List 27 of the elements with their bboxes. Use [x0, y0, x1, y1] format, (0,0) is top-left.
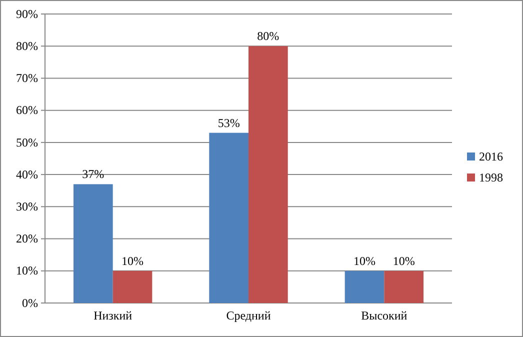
x-tick-label: Средний [226, 308, 272, 323]
data-label: 37% [82, 167, 104, 182]
bar [209, 132, 248, 303]
data-label: 53% [218, 116, 240, 130]
bar [384, 270, 424, 303]
data-label: 80% [257, 29, 280, 44]
x-tick-label: Высокий [361, 308, 408, 323]
y-tick-label: 40% [16, 167, 38, 182]
y-tick-label: 10% [16, 264, 38, 278]
y-tick-label: 0% [22, 296, 38, 310]
data-label: 10% [392, 254, 415, 268]
legend-label: 2016 [479, 150, 503, 164]
y-tick-label: 80% [16, 38, 38, 53]
data-label: 10% [122, 254, 144, 268]
x-tick-label: Низкий [94, 308, 133, 323]
data-label: 10% [353, 254, 376, 268]
y-tick-label: 50% [16, 135, 38, 150]
y-tick-label: 20% [16, 232, 38, 246]
bar [112, 270, 152, 303]
bar [248, 46, 288, 303]
y-tick-label: 60% [16, 103, 38, 118]
bar [73, 184, 113, 303]
y-tick-label: 30% [16, 200, 38, 214]
legend-label: 1998 [479, 170, 503, 184]
bar [344, 270, 384, 303]
y-tick-label: 90% [16, 6, 38, 21]
y-tick-label: 70% [16, 71, 38, 86]
